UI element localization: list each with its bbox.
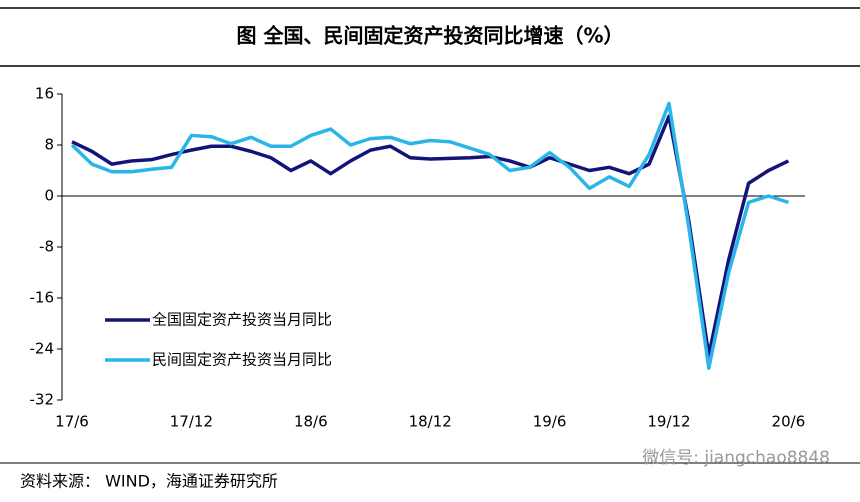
x-tick-label: 19/12 (647, 413, 690, 431)
legend-label: 全国固定资产投资当月同比 (152, 311, 332, 329)
source: 资料来源： WIND，海通证券研究所 (20, 472, 278, 491)
legend-label: 民间固定资产投资当月同比 (152, 351, 332, 369)
series-line (71, 114, 790, 358)
x-tick-label: 20/6 (772, 413, 806, 431)
x-tick-label: 18/6 (294, 413, 328, 431)
x-tick-label: 19/6 (533, 413, 567, 431)
x-tick-label: 18/12 (409, 413, 452, 431)
watermark: 微信号: jiangchao8848 (642, 448, 830, 468)
x-tick-label: 17/6 (55, 413, 89, 431)
series-line (70, 101, 789, 370)
y-tick-label: 0 (44, 187, 54, 205)
y-tick-label: -24 (30, 340, 55, 358)
y-tick-label: -8 (39, 238, 54, 256)
y-tick-label: -16 (30, 289, 55, 307)
y-tick-label: 8 (44, 136, 54, 154)
chart-title: 图 全国、民间固定资产投资同比增速（%） (236, 24, 623, 48)
y-tick-label: -32 (30, 391, 55, 409)
y-tick-label: 16 (35, 85, 54, 103)
x-tick-label: 17/12 (170, 413, 213, 431)
